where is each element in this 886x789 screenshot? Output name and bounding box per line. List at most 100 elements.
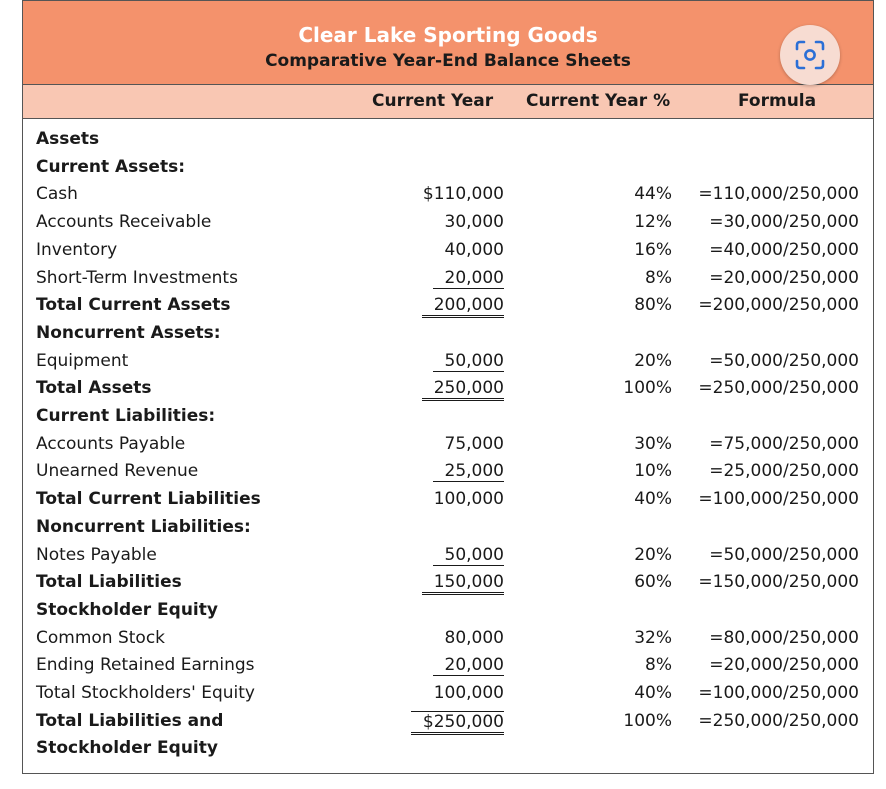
line-item-amount: 100,000 xyxy=(433,683,504,703)
line-item-percent: 12% xyxy=(634,212,672,233)
line-item-percent: 16% xyxy=(634,239,672,260)
line-item-label: Stockholder Equity xyxy=(36,738,218,759)
line-item-label: Total Liabilities xyxy=(36,572,182,593)
line-item-label: Noncurrent Assets: xyxy=(36,322,221,343)
line-item-amount: 20,000 xyxy=(432,655,504,677)
line-item-percent: 10% xyxy=(634,461,672,482)
line-item-percent: 100% xyxy=(623,378,672,399)
column-header-current-year-pct: Current Year % xyxy=(526,91,671,111)
line-item-row: Stockholder Equity xyxy=(23,735,873,763)
line-item-formula: =30,000/250,000 xyxy=(709,212,859,233)
line-item-row: Total Liabilities and $250,000 100% =250,00… xyxy=(23,708,873,736)
line-item-formula: =80,000/250,000 xyxy=(709,627,859,648)
column-header-formula: Formula xyxy=(738,91,817,111)
line-item-percent: 60% xyxy=(634,572,672,593)
line-item-formula: =50,000/250,000 xyxy=(709,544,859,565)
line-item-row: Unearned Revenue 25,000 10% =25,000/250,000 xyxy=(23,458,873,486)
line-item-label: Stockholder Equity xyxy=(36,599,218,620)
line-item-row: Ending Retained Earnings 20,000 8% =20,000/… xyxy=(23,652,873,680)
column-header-current-year: Current Year xyxy=(372,91,494,111)
line-item-formula: =50,000/250,000 xyxy=(709,350,859,371)
line-item-amount: 50,000 xyxy=(432,351,504,372)
line-item-formula: =250,000/250,000 xyxy=(698,710,859,731)
line-item-percent: 30% xyxy=(634,433,672,454)
line-item-amount: 40,000 xyxy=(444,239,504,260)
line-item-label: Assets xyxy=(36,129,100,149)
column-header-row: Current Year Current Year % Formula xyxy=(23,85,873,119)
line-item-row: Total Current Assets 200,000 80% =200,000/2… xyxy=(23,292,873,320)
line-item-formula: =100,000/250,000 xyxy=(698,489,859,510)
line-item-label: Notes Payable xyxy=(36,544,157,565)
line-item-row: Current Assets: xyxy=(23,154,873,182)
line-item-formula: =110,000/250,000 xyxy=(698,184,859,205)
visual-lookup-button[interactable] xyxy=(780,25,840,85)
line-item-amount: 80,000 xyxy=(444,627,504,648)
line-item-label: Total Stockholders' Equity xyxy=(36,683,255,703)
line-item-label: Accounts Payable xyxy=(36,433,186,454)
line-item-label: Noncurrent Liabilities: xyxy=(36,516,251,537)
line-item-label: Current Liabilities: xyxy=(36,406,216,426)
line-item-percent: 20% xyxy=(634,350,672,371)
line-item-row: Noncurrent Assets: xyxy=(23,320,873,348)
line-item-formula: =75,000/250,000 xyxy=(709,433,859,454)
line-item-label: Total Current Liabilities xyxy=(36,489,261,510)
line-item-formula: =20,000/250,000 xyxy=(709,655,859,676)
line-item-formula: =150,000/250,000 xyxy=(698,572,859,593)
line-item-amount: 20,000 xyxy=(432,268,504,289)
company-name: Clear Lake Sporting Goods xyxy=(298,23,598,47)
line-item-row: Short-Term Investments 20,000 8% =20,000/25… xyxy=(23,265,873,293)
line-item-row: Accounts Receivable 30,000 12% =30,000/250,… xyxy=(23,209,873,237)
line-item-amount: 75,000 xyxy=(444,433,504,454)
line-item-row: Total Stockholders' Equity 100,000 40% =100… xyxy=(23,680,873,708)
line-item-amount: 200,000 xyxy=(421,295,504,319)
line-item-formula: =100,000/250,000 xyxy=(698,683,859,703)
line-item-label: Inventory xyxy=(36,239,118,260)
line-item-label: Unearned Revenue xyxy=(36,461,199,482)
line-item-percent: 100% xyxy=(623,710,672,731)
line-item-formula: =200,000/250,000 xyxy=(698,295,859,316)
line-item-amount: 50,000 xyxy=(432,545,504,566)
line-item-percent: 8% xyxy=(645,267,672,288)
line-item-amount: 150,000 xyxy=(421,572,504,596)
line-item-amount: 250,000 xyxy=(421,378,504,402)
line-item-amount: 100,000 xyxy=(433,489,504,510)
line-item-label: Accounts Receivable xyxy=(36,212,212,233)
line-item-row: Noncurrent Liabilities: xyxy=(23,514,873,542)
line-item-amount: 25,000 xyxy=(432,461,504,483)
line-item-label: Cash xyxy=(36,184,78,205)
line-item-row: Assets xyxy=(23,126,873,154)
line-item-label: Current Assets: xyxy=(36,156,185,177)
line-item-formula: =25,000/250,000 xyxy=(709,461,859,482)
line-item-formula: =40,000/250,000 xyxy=(709,239,859,260)
line-item-row: Notes Payable 50,000 20% =50,000/250,000 xyxy=(23,542,873,570)
line-item-label: Total Assets xyxy=(36,378,152,399)
line-item-percent: 44% xyxy=(634,184,672,205)
line-item-percent: 32% xyxy=(634,627,672,648)
line-item-label: Ending Retained Earnings xyxy=(36,655,255,676)
line-item-label: Common Stock xyxy=(36,627,166,648)
line-item-row: Equipment 50,000 20% =50,000/250,000 xyxy=(23,348,873,376)
line-item-percent: 80% xyxy=(634,295,672,316)
line-item-percent: 40% xyxy=(634,683,672,703)
line-item-percent: 20% xyxy=(634,544,672,565)
line-item-row: Accounts Payable 75,000 30% =75,000/250,000 xyxy=(23,431,873,459)
line-item-label: Equipment xyxy=(36,350,129,371)
line-item-row: Inventory 40,000 16% =40,000/250,000 xyxy=(23,237,873,265)
line-item-label: Total Current Assets xyxy=(36,295,231,316)
balance-sheet: Clear Lake Sporting Goods Comparative Ye… xyxy=(22,0,874,774)
line-item-formula: =250,000/250,000 xyxy=(698,378,859,399)
line-item-amount: $110,000 xyxy=(422,184,504,205)
line-item-row: Total Liabilities 150,000 60% =150,000/250,… xyxy=(23,569,873,597)
line-item-row: Stockholder Equity xyxy=(23,597,873,625)
line-item-amount: $250,000 xyxy=(410,710,504,735)
line-item-row: Cash $110,000 44% =110,000/250,000 xyxy=(23,181,873,209)
title-bar: Clear Lake Sporting Goods Comparative Ye… xyxy=(23,1,873,85)
line-item-row: Common Stock 80,000 32% =80,000/250,000 xyxy=(23,625,873,653)
line-item-label: Short-Term Investments xyxy=(36,267,238,288)
scan-image-icon xyxy=(795,40,825,70)
line-item-amount: 30,000 xyxy=(444,212,504,233)
line-item-formula: =20,000/250,000 xyxy=(709,267,859,288)
line-item-row: Total Current Liabilities 100,000 40% =100,… xyxy=(23,486,873,514)
line-item-percent: 40% xyxy=(634,489,672,510)
line-item-row: Current Liabilities: xyxy=(23,403,873,431)
